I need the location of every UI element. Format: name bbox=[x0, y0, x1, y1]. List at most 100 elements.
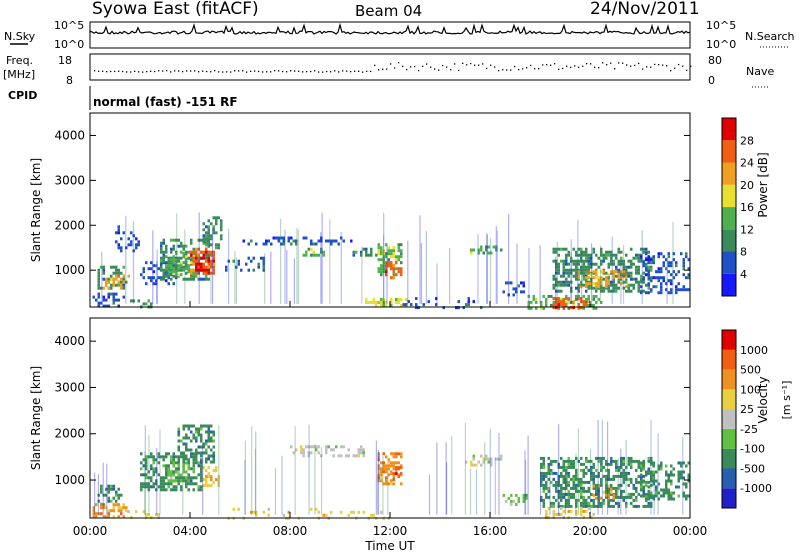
data-cell bbox=[582, 268, 585, 272]
data-cell bbox=[660, 464, 663, 468]
data-streak bbox=[148, 435, 150, 515]
data-cell bbox=[187, 424, 190, 428]
data-cell bbox=[177, 430, 180, 434]
freq-point bbox=[354, 70, 356, 72]
data-cell bbox=[567, 306, 570, 310]
data-cell bbox=[137, 243, 140, 247]
data-cell bbox=[660, 276, 663, 280]
data-cell bbox=[552, 483, 555, 487]
data-cell bbox=[672, 497, 675, 501]
data-cell bbox=[175, 270, 178, 274]
data-streak bbox=[601, 420, 603, 515]
data-cell bbox=[620, 492, 623, 496]
data-cell bbox=[172, 464, 175, 468]
data-cell bbox=[107, 512, 110, 516]
data-cell bbox=[397, 452, 400, 456]
data-cell bbox=[590, 259, 593, 263]
data-cell bbox=[560, 297, 563, 301]
data-cell bbox=[217, 246, 220, 250]
data-streak bbox=[555, 256, 557, 304]
data-cell bbox=[585, 282, 588, 286]
data-cell bbox=[110, 487, 113, 491]
data-cell bbox=[577, 273, 580, 277]
data-cell bbox=[617, 474, 620, 478]
data-cell bbox=[282, 242, 285, 246]
data-cell bbox=[682, 476, 685, 480]
data-cell bbox=[527, 303, 530, 307]
data-cell bbox=[250, 510, 253, 514]
data-cell bbox=[645, 273, 648, 277]
data-cell bbox=[635, 477, 638, 481]
data-cell bbox=[372, 513, 375, 517]
data-cell bbox=[382, 304, 385, 307]
data-cell bbox=[572, 492, 575, 496]
data-cell bbox=[140, 485, 143, 489]
data-cell bbox=[162, 259, 165, 263]
data-cell bbox=[187, 436, 190, 440]
data-cell bbox=[280, 242, 283, 246]
colorbar-swatch bbox=[722, 428, 736, 449]
data-cell bbox=[207, 268, 210, 272]
data-cell bbox=[100, 484, 103, 488]
data-cell bbox=[592, 486, 595, 490]
data-cell bbox=[392, 478, 395, 482]
data-cell bbox=[600, 289, 603, 293]
data-cell bbox=[167, 270, 170, 274]
data-cell bbox=[160, 482, 163, 486]
data-cell bbox=[360, 448, 363, 452]
freq-point bbox=[506, 69, 508, 71]
freq-point bbox=[110, 70, 112, 73]
data-cell bbox=[597, 285, 600, 289]
data-cell bbox=[197, 247, 200, 251]
data-cell bbox=[162, 271, 165, 275]
data-cell bbox=[165, 488, 168, 492]
data-cell bbox=[207, 439, 210, 443]
data-cell bbox=[580, 268, 583, 272]
data-cell bbox=[385, 301, 388, 304]
data-cell bbox=[657, 255, 660, 259]
data-cell bbox=[195, 461, 198, 465]
data-cell bbox=[540, 477, 543, 481]
data-cell bbox=[310, 253, 313, 257]
data-cell bbox=[545, 480, 548, 484]
data-cell bbox=[572, 483, 575, 487]
freq-point bbox=[502, 69, 504, 71]
data-cell bbox=[552, 477, 555, 481]
data-cell bbox=[500, 248, 503, 252]
data-cell bbox=[380, 461, 383, 465]
data-cell bbox=[97, 301, 100, 305]
data-cell bbox=[667, 473, 670, 477]
data-cell bbox=[570, 459, 573, 463]
data-cell bbox=[635, 486, 638, 490]
data-cell bbox=[200, 424, 203, 428]
data-cell bbox=[582, 250, 585, 254]
data-cell bbox=[382, 482, 385, 486]
data-cell bbox=[645, 492, 648, 496]
data-cell bbox=[185, 258, 188, 262]
data-cell bbox=[470, 460, 473, 464]
xtick-label: 00:00 bbox=[73, 524, 108, 538]
data-cell bbox=[550, 501, 553, 505]
data-cell bbox=[310, 451, 313, 455]
data-cell bbox=[177, 460, 180, 464]
data-cell bbox=[145, 482, 148, 486]
data-cell bbox=[177, 267, 180, 271]
data-cell bbox=[405, 298, 408, 301]
data-cell bbox=[565, 294, 568, 298]
data-cell bbox=[680, 464, 683, 468]
data-cell bbox=[172, 455, 175, 459]
data-cell bbox=[687, 276, 690, 280]
data-cell bbox=[542, 504, 545, 508]
data-cell bbox=[670, 464, 673, 468]
colorbar-swatch bbox=[722, 448, 736, 469]
data-cell bbox=[255, 242, 258, 246]
data-cell bbox=[220, 219, 223, 223]
data-cell bbox=[135, 510, 138, 514]
data-cell bbox=[130, 240, 133, 244]
data-streak bbox=[577, 219, 579, 304]
data-cell bbox=[590, 265, 593, 269]
data-cell bbox=[187, 467, 190, 471]
data-cell bbox=[115, 503, 118, 507]
data-cell bbox=[180, 261, 183, 265]
data-cell bbox=[325, 513, 328, 517]
